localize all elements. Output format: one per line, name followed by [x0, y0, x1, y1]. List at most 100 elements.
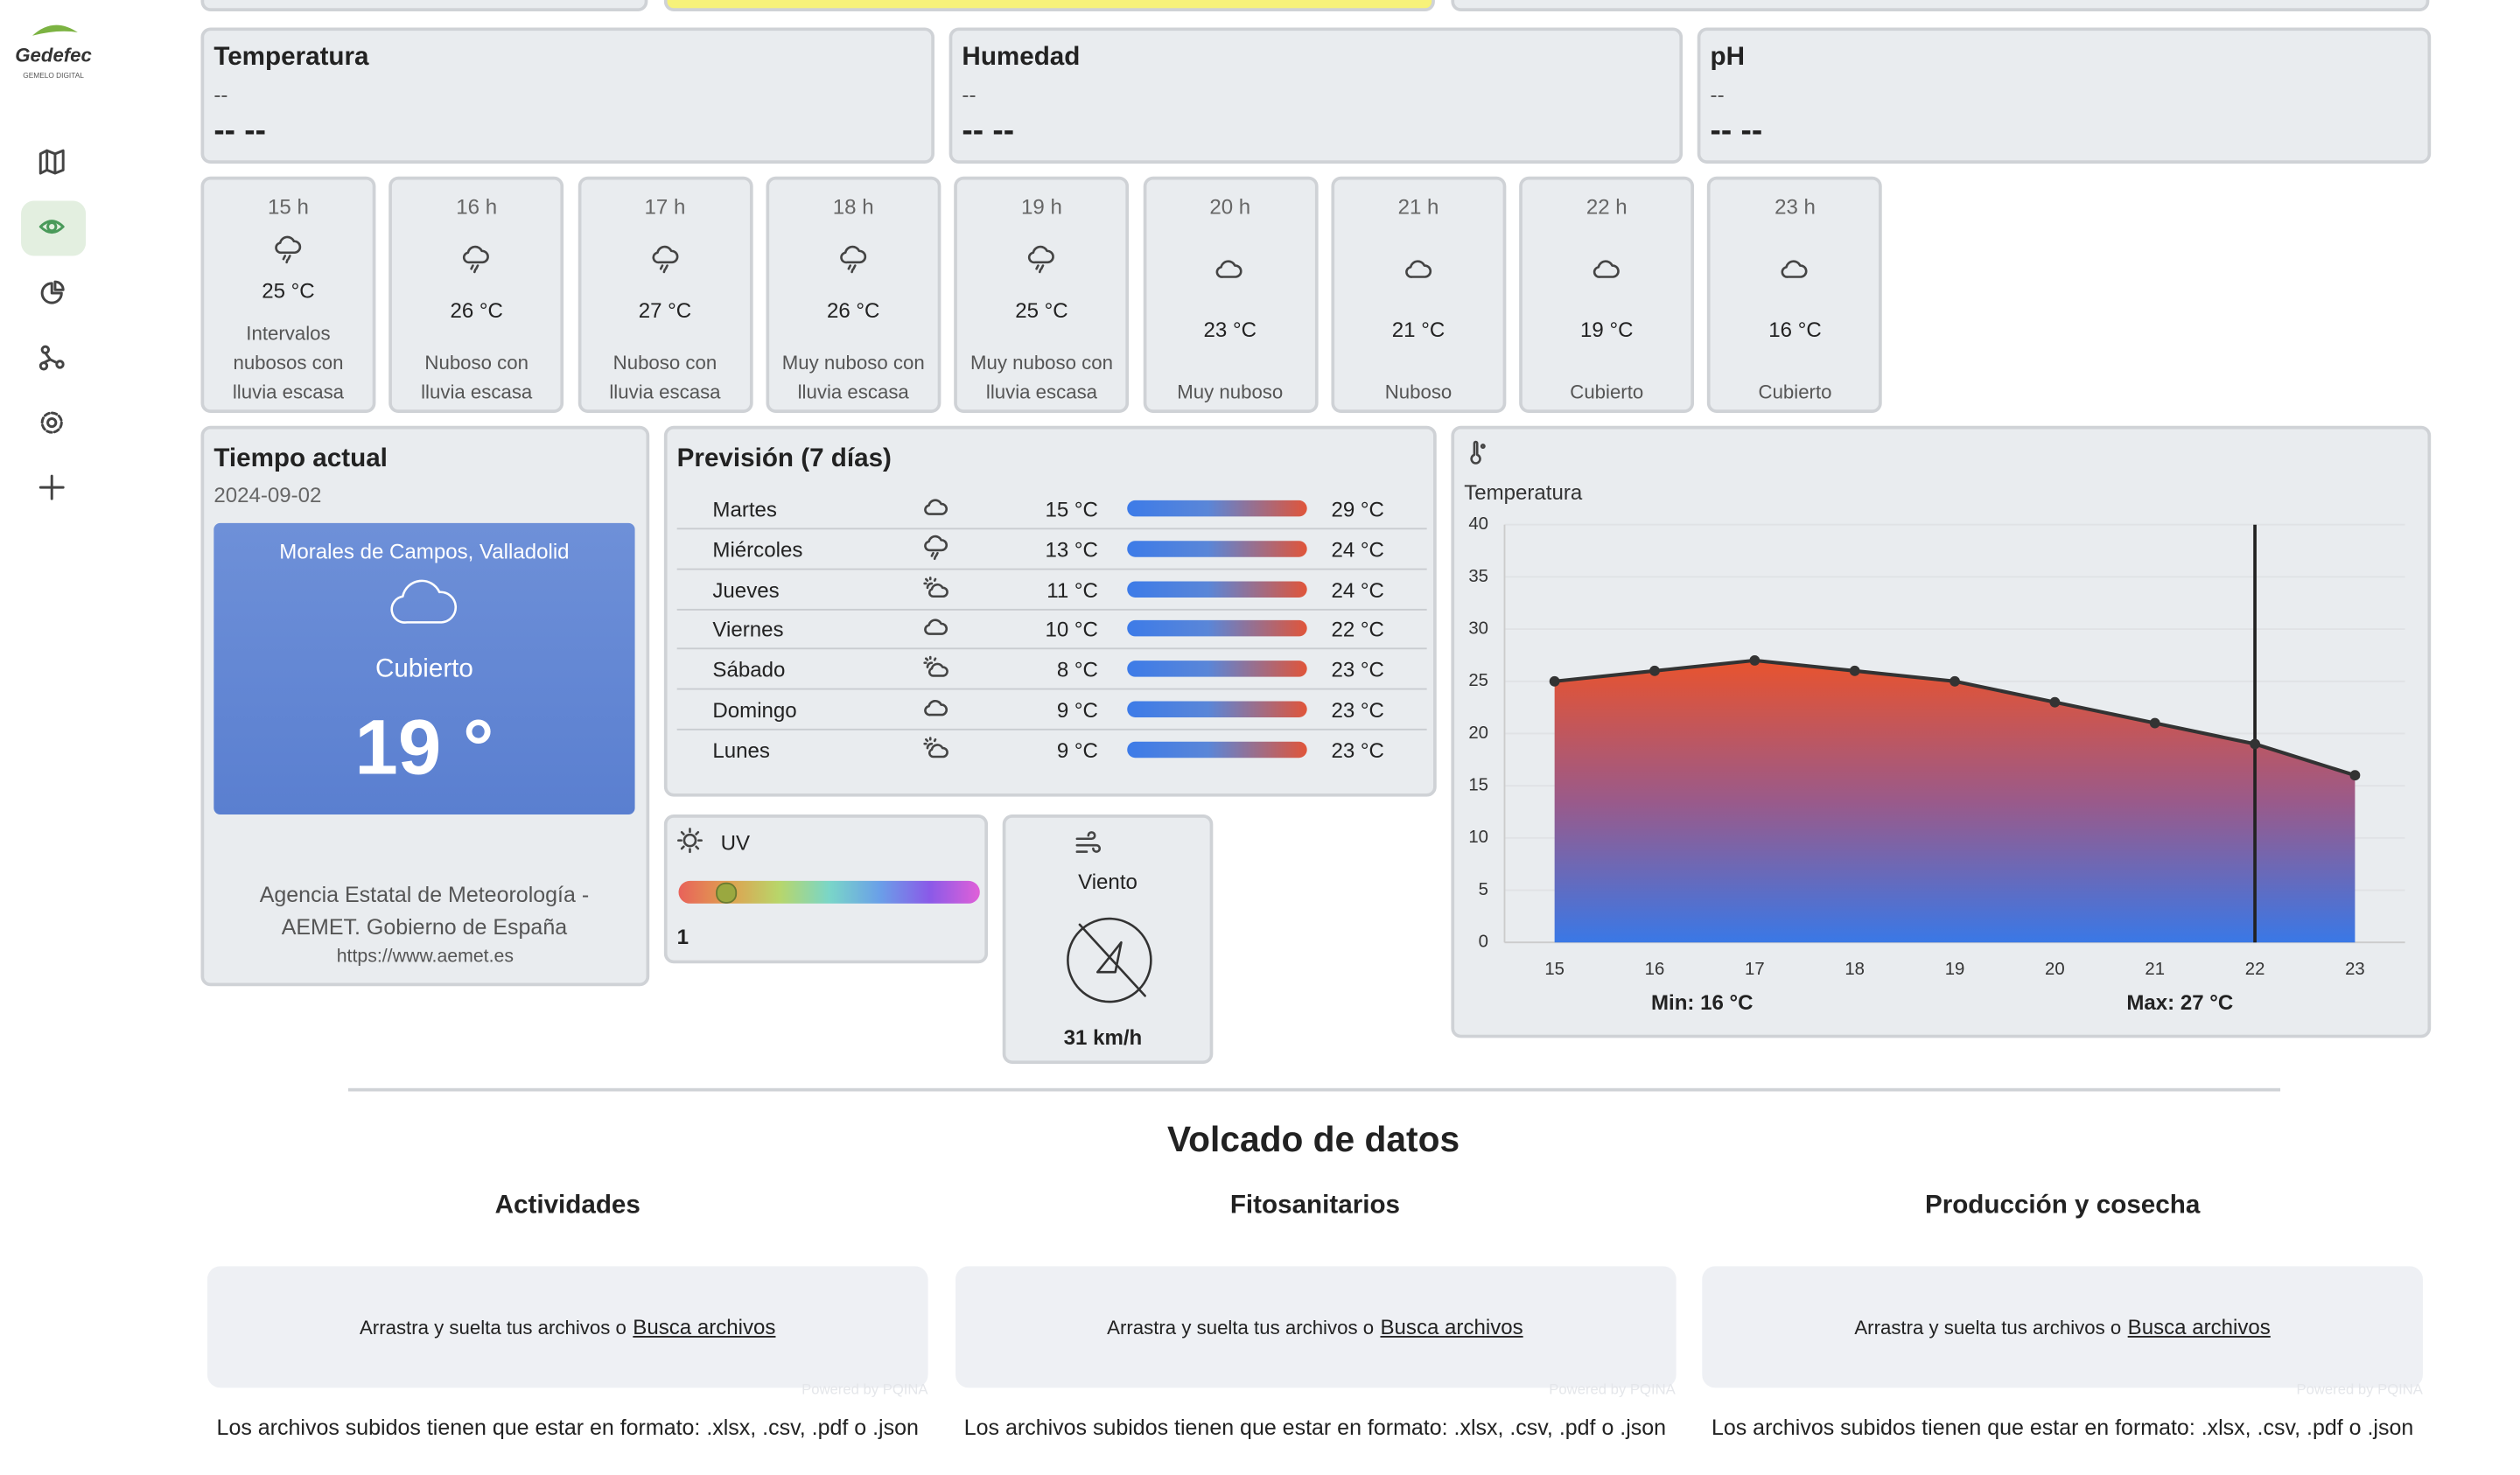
x-tick-label: 18 — [1844, 960, 1865, 979]
point — [1649, 665, 1660, 676]
current-url[interactable]: https://www.aemet.es — [336, 947, 514, 967]
hour-icon-box — [1215, 254, 1244, 283]
forecast-min: 11 °C — [1046, 577, 1098, 602]
browse-link[interactable]: Busca archivos — [1380, 1314, 1523, 1339]
hour-desc: Cubierto — [1758, 380, 1832, 403]
hour-mid: 26 °C — [827, 219, 879, 348]
weather-icon — [651, 245, 678, 273]
forecast-max: 29 °C — [1331, 497, 1384, 521]
point — [1950, 675, 1960, 687]
forecast-bar — [1127, 580, 1307, 598]
sensor-value: -- -- — [1710, 113, 1763, 150]
point — [2250, 738, 2260, 750]
forecast-divider — [676, 608, 1427, 611]
nav-map[interactable] — [38, 149, 65, 175]
dropzone[interactable]: Arrastra y suelta tus archivos o Busca ar… — [955, 1266, 1676, 1388]
x-tick-label: 16 — [1645, 960, 1665, 979]
hour-label: 20 h — [1209, 194, 1251, 219]
forecast-max: 23 °C — [1331, 697, 1384, 723]
hour-icon-box — [839, 244, 868, 273]
hour-card: 15 h 25 °C Intervalos nubosos con lluvia e… — [200, 176, 376, 413]
y-tick-label: 40 — [1468, 514, 1488, 534]
current-box: Morales de Campos, Valladolid Cubierto 19 … — [214, 522, 635, 815]
forecast-max: 23 °C — [1331, 738, 1384, 763]
weather-icon — [1028, 245, 1055, 273]
hour-label: 16 h — [456, 194, 498, 219]
uv-marker — [716, 882, 738, 904]
powered-by: Powered by PQINA — [802, 1381, 928, 1398]
hour-label: 21 h — [1397, 194, 1439, 219]
dropzone[interactable]: Arrastra y suelta tus archivos o Busca ar… — [206, 1266, 928, 1388]
drop-text: Arrastra y suelta tus archivos o — [359, 1315, 626, 1339]
drop-text: Arrastra y suelta tus archivos o — [1854, 1315, 2122, 1339]
forecast-min: 13 °C — [1045, 537, 1098, 562]
weather-icon — [1067, 917, 1152, 1003]
hour-temp: 19 °C — [1580, 318, 1634, 343]
hour-desc: Muy nuboso — [1177, 380, 1284, 403]
browse-link[interactable]: Busca archivos — [633, 1314, 776, 1339]
section-title: Producción y cosecha — [1924, 1192, 2201, 1220]
point — [1749, 654, 1760, 666]
logo: Gedefec GEMELO DIGITAL — [15, 24, 93, 80]
nav-add[interactable] — [38, 474, 65, 500]
forecast-max: 24 °C — [1331, 537, 1384, 562]
uv-label: UV — [720, 830, 751, 856]
browse-link[interactable]: Busca archivos — [2127, 1314, 2271, 1339]
wind-label: Viento — [1078, 869, 1138, 894]
forecast-max: 24 °C — [1331, 577, 1384, 602]
uv-value: 1 — [676, 924, 690, 949]
point — [2349, 770, 2361, 781]
weather-icon — [924, 499, 948, 515]
hour-card: 16 h 26 °C Nuboso con lluvia escasa — [388, 176, 564, 413]
wind-card: Viento 31 km/h — [1002, 814, 1214, 1065]
current-source: Agencia Estatal de Meteorología - AEMET.… — [259, 882, 590, 940]
y-tick-label: 20 — [1468, 724, 1488, 743]
forecast-min: 8 °C — [1056, 657, 1098, 682]
sensor-sub: -- — [214, 82, 228, 108]
current-location: Morales de Campos, Valladolid — [279, 539, 570, 564]
forecast-max: 22 °C — [1331, 617, 1384, 642]
sidebar: Gedefec GEMELO DIGITAL — [0, 0, 103, 1475]
y-tick-label: 10 — [1468, 828, 1488, 847]
hour-label: 15 h — [268, 194, 309, 219]
section-title: Fitosanitarios — [1229, 1192, 1401, 1220]
hour-label: 17 h — [644, 194, 686, 219]
hour-mid: 25 °C — [1015, 219, 1068, 348]
y-tick-label: 25 — [1468, 671, 1488, 690]
hour-temp: 26 °C — [826, 298, 880, 323]
forecast-day: Martes — [712, 497, 777, 521]
forecast-min: 15 °C — [1045, 497, 1098, 521]
hour-mid: 23 °C — [1204, 219, 1256, 377]
forecast-day: Domingo — [712, 697, 797, 723]
nav-network[interactable] — [38, 345, 65, 371]
hour-temp: 26 °C — [450, 298, 503, 323]
forecast-day: Jueves — [712, 577, 780, 602]
hour-mid: 16 °C — [1768, 219, 1822, 377]
sensor-title: pH — [1710, 43, 1746, 72]
forecast-day: Sábado — [712, 657, 786, 682]
nav-view[interactable] — [38, 213, 65, 240]
powered-by: Powered by PQINA — [2296, 1381, 2423, 1398]
nav-stats[interactable] — [38, 280, 65, 306]
chart-title: Temperatura — [1464, 481, 1583, 505]
hour-icon-box — [462, 244, 491, 273]
weather-icon — [1075, 831, 1102, 853]
hour-card: 22 h 19 °C Cubierto — [1519, 176, 1695, 413]
hour-mid: 25 °C — [262, 219, 315, 319]
forecast-max: 23 °C — [1331, 657, 1384, 682]
sensor-title: Humedad — [962, 43, 1081, 72]
forecast-divider — [676, 688, 1427, 690]
area — [1554, 660, 2356, 943]
nav-settings[interactable] — [38, 409, 65, 436]
forecast-day: Viernes — [712, 617, 784, 642]
hour-card: 18 h 26 °C Muy nuboso con lluvia escasa — [766, 176, 942, 413]
y-tick-label: 15 — [1468, 776, 1488, 795]
weather-icon — [390, 579, 458, 624]
point — [2149, 717, 2160, 729]
weather-icon — [924, 535, 948, 560]
forecast-min: 9 °C — [1056, 697, 1098, 723]
dropzone[interactable]: Arrastra y suelta tus archivos o Busca ar… — [1702, 1266, 2423, 1388]
x-tick-label: 21 — [2145, 960, 2165, 979]
current-condition: Cubierto — [374, 655, 473, 684]
